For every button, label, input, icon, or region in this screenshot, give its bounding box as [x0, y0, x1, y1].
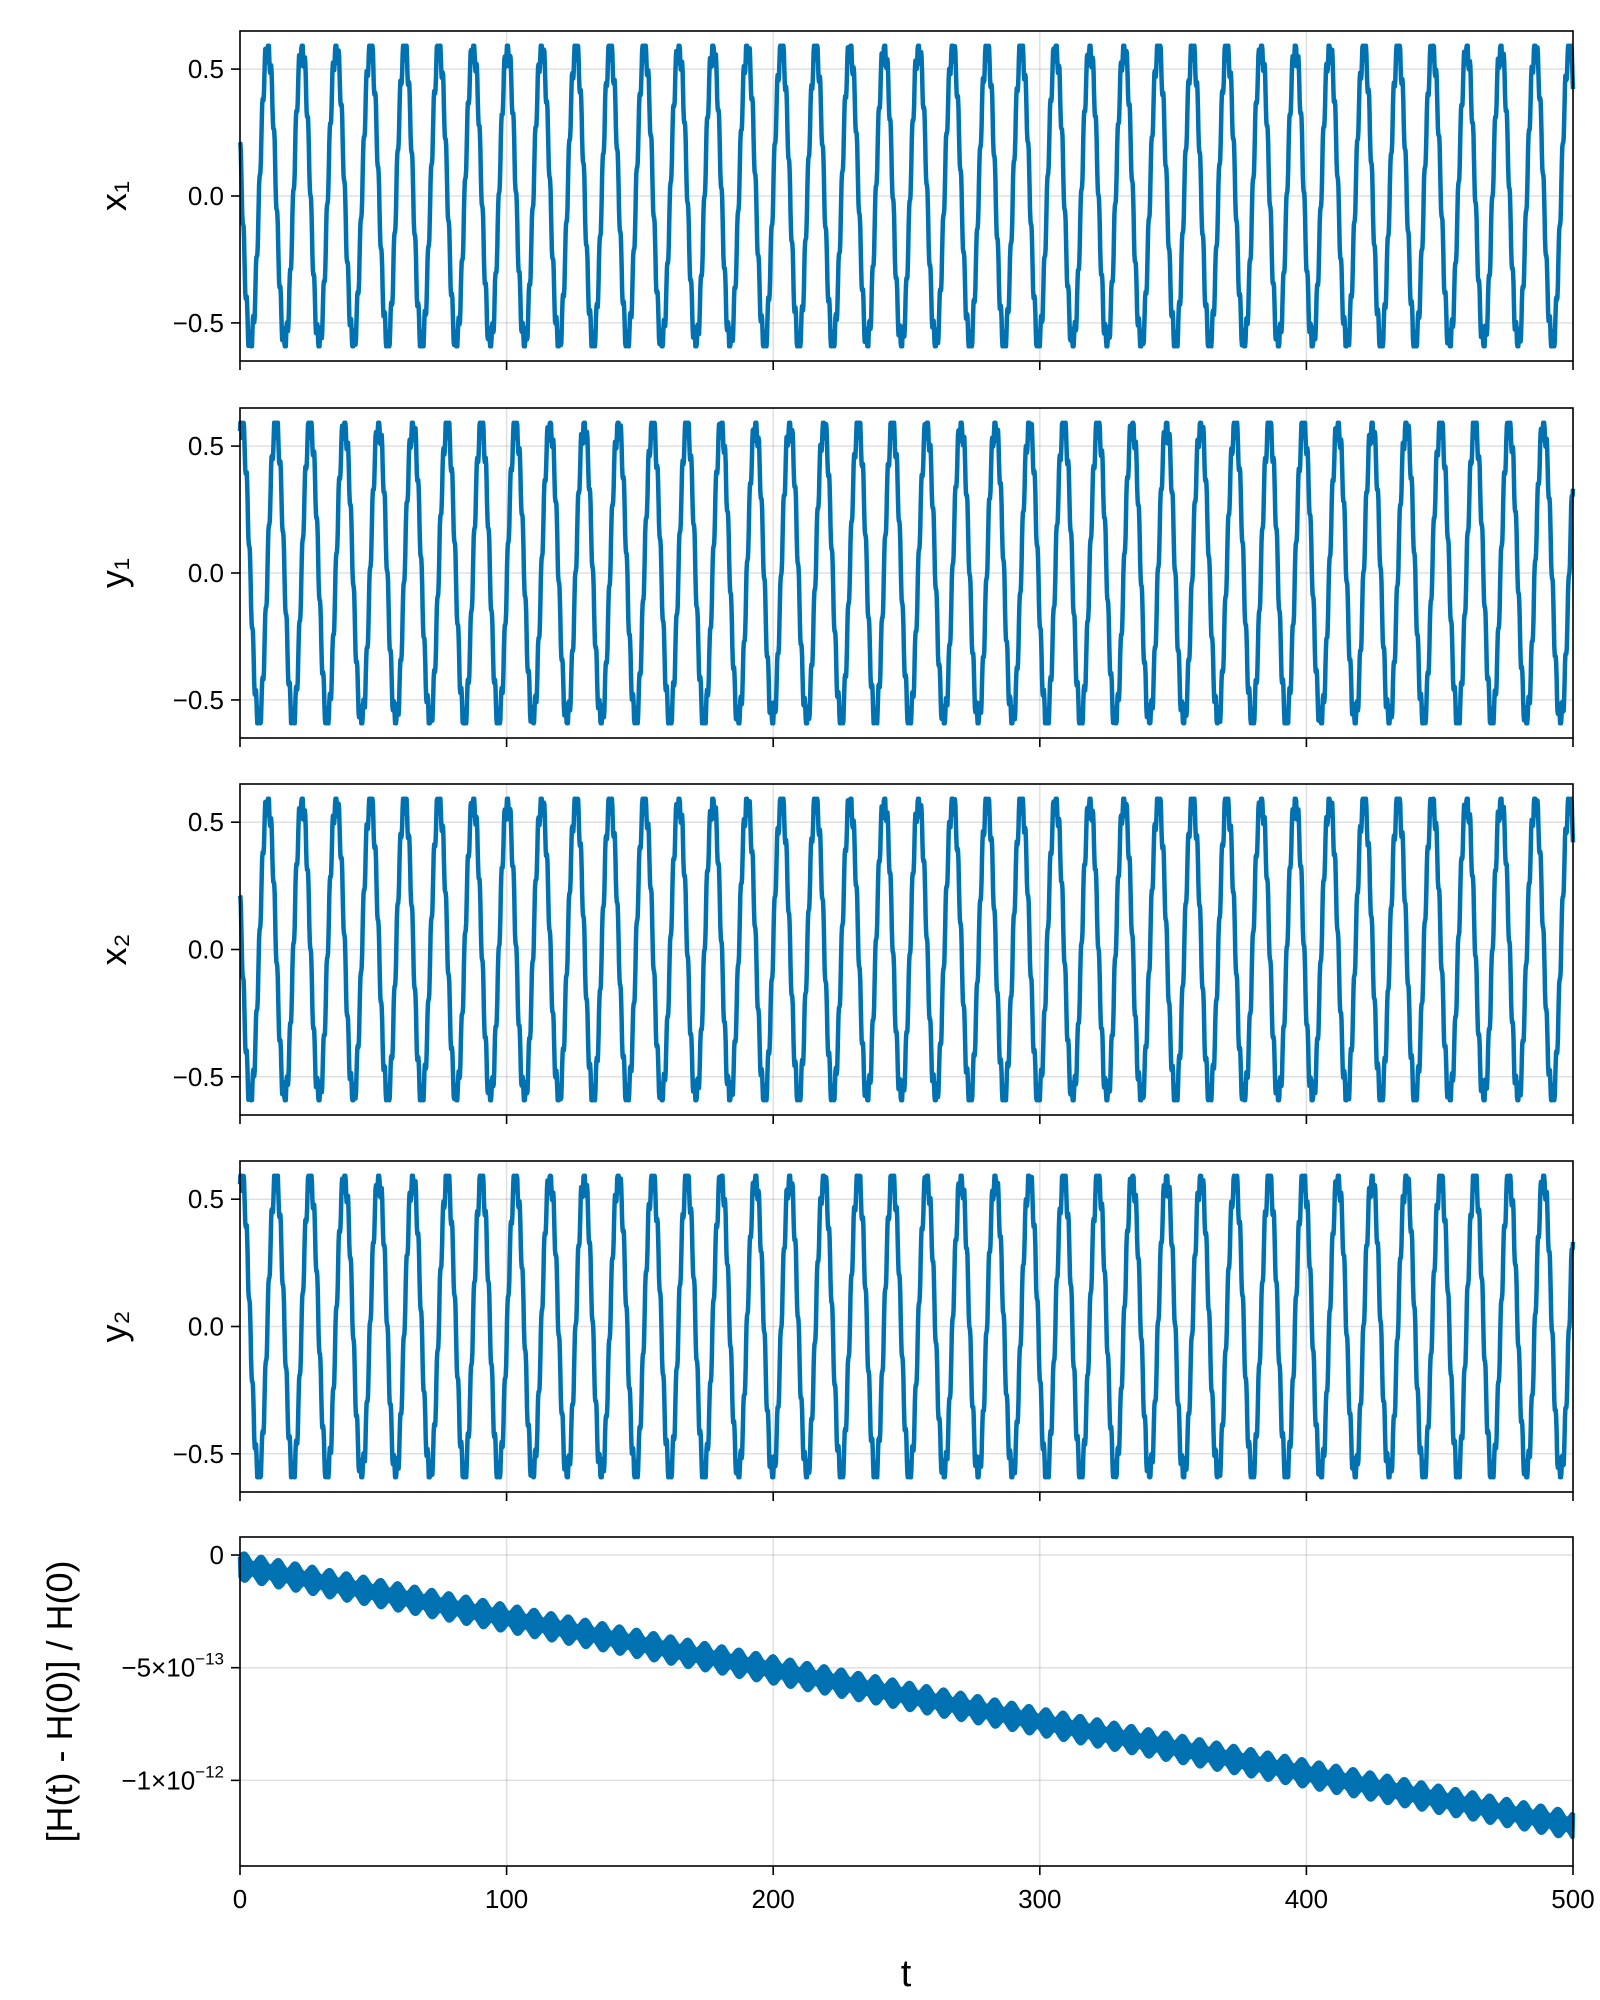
- series-line: [237, 420, 1576, 726]
- x-tick-label: 100: [485, 1884, 528, 1914]
- y-tick-label: −0.5: [173, 308, 224, 338]
- panel-3: −0.5 0.0 0.5 x₂: [93, 783, 1576, 1124]
- y-tick-label: 0.0: [188, 558, 224, 588]
- y-tick-label: 0.5: [188, 431, 224, 461]
- plot-frame: [239, 1536, 1574, 1867]
- series-line: [237, 1551, 1576, 1840]
- y-tick-label: 0.0: [188, 935, 224, 965]
- y-tick-mantissa: 0: [210, 1540, 224, 1570]
- y-tick-label: −0.5: [173, 1062, 224, 1092]
- panel-2: −0.5 0.0 0.5 y₁: [93, 407, 1576, 747]
- y-tick-label: −0.5: [173, 1439, 224, 1469]
- series-line: [237, 1173, 1576, 1480]
- y-axis-label: x₂: [93, 934, 134, 966]
- series-line: [237, 43, 1576, 349]
- x-tick-label: 500: [1551, 1884, 1594, 1914]
- y-tick-mantissa: −1×10: [121, 1765, 195, 1795]
- y-tick-exponent: −12: [195, 1762, 224, 1781]
- y-tick-label: 0.5: [188, 1184, 224, 1214]
- y-tick-label: 0: [210, 1540, 224, 1570]
- y-axis-label: y₂: [93, 1311, 134, 1343]
- panel-1: −0.5 0.0 0.5 x₁: [93, 30, 1576, 370]
- y-tick-label: −0.5: [173, 685, 224, 715]
- x-tick-label: 300: [1018, 1884, 1061, 1914]
- x-axis-label: t: [901, 1953, 912, 1995]
- y-tick-mantissa: −5×10: [121, 1653, 195, 1683]
- y-tick-exponent: −13: [195, 1650, 224, 1669]
- panel-5: 0 100 200 300 400 500 0 −5×10−13 −1×10−12 [H(t) -…: [39, 1536, 1595, 1914]
- y-axis-label: y₁: [93, 558, 134, 588]
- y-tick-label: 0.0: [188, 1312, 224, 1342]
- series-line: [237, 796, 1576, 1103]
- x-tick-label: 0: [233, 1884, 247, 1914]
- x-tick-label: 200: [752, 1884, 795, 1914]
- y-tick-label: −5×10−13: [121, 1650, 224, 1683]
- panel-4: −0.5 0.0 0.5 y₂: [93, 1160, 1576, 1501]
- y-tick-label: 0.0: [188, 181, 224, 211]
- y-tick-label: 0.5: [188, 807, 224, 837]
- y-axis-label: [H(t) - H(0)] / H(0): [39, 1561, 80, 1843]
- y-axis-label: x₁: [93, 181, 134, 211]
- x-tick-label: 400: [1285, 1884, 1328, 1914]
- y-tick-label: −1×10−12: [121, 1762, 224, 1795]
- y-tick-label: 0.5: [188, 54, 224, 84]
